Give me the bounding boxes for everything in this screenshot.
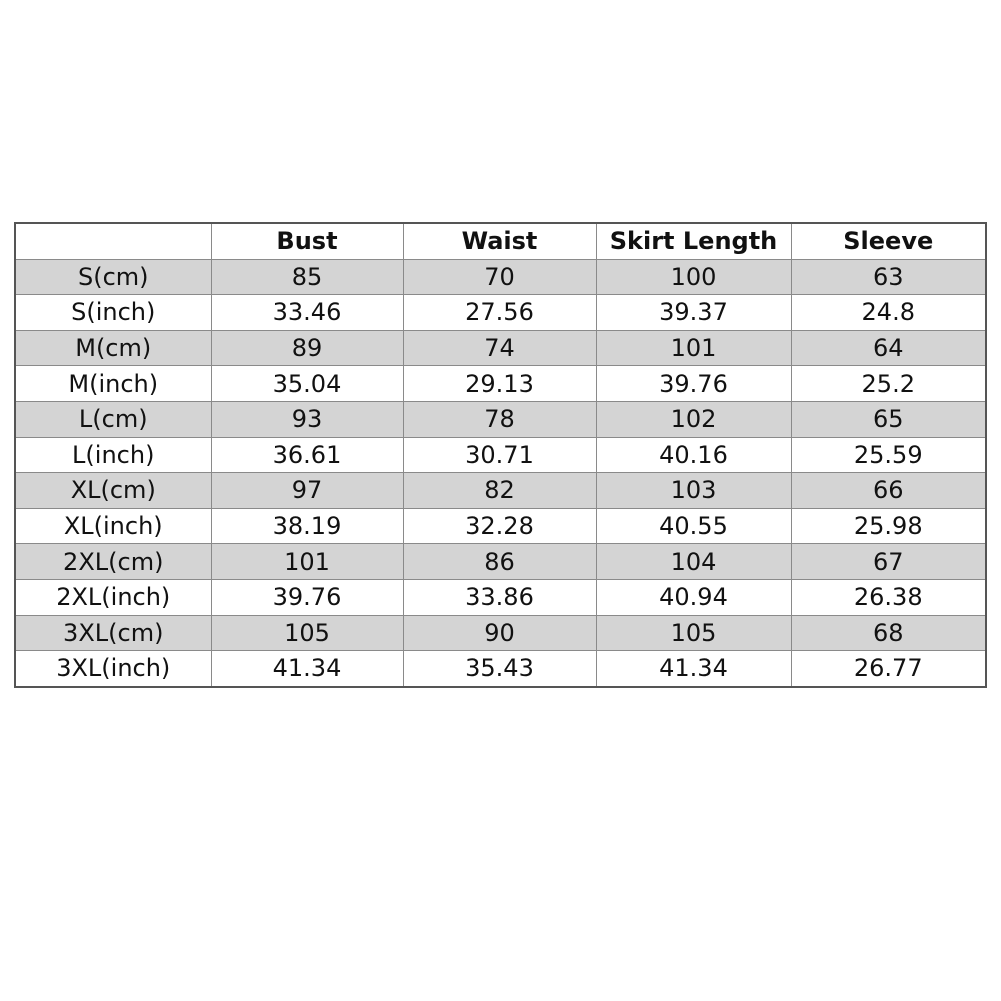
measurement-cell: 40.94 xyxy=(595,578,792,616)
measurement-cell: 101 xyxy=(595,329,792,367)
measurement-cell: 40.55 xyxy=(595,507,792,545)
size-label: L(cm) xyxy=(14,400,212,438)
table-row: 3XL(cm) 105 90 105 68 xyxy=(14,614,987,652)
measurement-cell: 26.77 xyxy=(790,650,987,688)
measurement-cell: 41.34 xyxy=(595,650,792,688)
measurement-cell: 101 xyxy=(210,543,404,580)
table-row: M(cm) 89 74 101 64 xyxy=(14,329,987,367)
measurement-cell: 30.71 xyxy=(402,436,597,474)
measurement-cell: 32.28 xyxy=(402,507,597,545)
measurement-cell: 68 xyxy=(790,614,987,652)
table-row: S(cm) 85 70 100 63 xyxy=(14,258,987,296)
measurement-cell: 105 xyxy=(595,614,792,652)
table-row: L(inch) 36.61 30.71 40.16 25.59 xyxy=(14,436,987,474)
measurement-cell: 39.76 xyxy=(210,578,404,616)
measurement-cell: 102 xyxy=(595,400,792,438)
measurement-cell: 38.19 xyxy=(210,507,404,545)
size-label: 3XL(inch) xyxy=(14,650,212,688)
size-label: M(cm) xyxy=(14,329,212,367)
measurement-cell: 78 xyxy=(402,400,597,438)
table-row: 2XL(cm) 101 86 104 67 xyxy=(14,543,987,580)
measurement-cell: 39.37 xyxy=(595,294,792,331)
measurement-cell: 65 xyxy=(790,400,987,438)
measurement-cell: 66 xyxy=(790,472,987,509)
measurement-cell: 64 xyxy=(790,329,987,367)
size-label: M(inch) xyxy=(14,365,212,402)
size-label: XL(inch) xyxy=(14,507,212,545)
measurement-cell: 86 xyxy=(402,543,597,580)
measurement-cell: 89 xyxy=(210,329,404,367)
measurement-cell: 90 xyxy=(402,614,597,652)
measurement-cell: 39.76 xyxy=(595,365,792,402)
column-header: Bust xyxy=(210,222,404,260)
table-row: XL(cm) 97 82 103 66 xyxy=(14,472,987,509)
measurement-cell: 74 xyxy=(402,329,597,367)
table-row: 2XL(inch) 39.76 33.86 40.94 26.38 xyxy=(14,578,987,616)
measurement-cell: 25.2 xyxy=(790,365,987,402)
measurement-cell: 27.56 xyxy=(402,294,597,331)
size-label: XL(cm) xyxy=(14,472,212,509)
size-label: 2XL(cm) xyxy=(14,543,212,580)
measurement-cell: 103 xyxy=(595,472,792,509)
measurement-cell: 41.34 xyxy=(210,650,404,688)
column-header: Skirt Length xyxy=(595,222,792,260)
size-chart-table: Bust Waist Skirt Length Sleeve S(cm) 85 70 100… xyxy=(14,222,987,688)
measurement-cell: 35.43 xyxy=(402,650,597,688)
column-header: Waist xyxy=(402,222,597,260)
size-label: S(cm) xyxy=(14,258,212,296)
measurement-cell: 24.8 xyxy=(790,294,987,331)
table-row: XL(inch) 38.19 32.28 40.55 25.98 xyxy=(14,507,987,545)
measurement-cell: 33.86 xyxy=(402,578,597,616)
measurement-cell: 36.61 xyxy=(210,436,404,474)
measurement-cell: 105 xyxy=(210,614,404,652)
measurement-cell: 25.98 xyxy=(790,507,987,545)
header-row: Bust Waist Skirt Length Sleeve xyxy=(14,222,987,260)
measurement-cell: 100 xyxy=(595,258,792,296)
column-header: Sleeve xyxy=(790,222,987,260)
table-row: 3XL(inch) 41.34 35.43 41.34 26.77 xyxy=(14,650,987,688)
size-label: 2XL(inch) xyxy=(14,578,212,616)
measurement-cell: 40.16 xyxy=(595,436,792,474)
table-row: S(inch) 33.46 27.56 39.37 24.8 xyxy=(14,294,987,331)
table-row: M(inch) 35.04 29.13 39.76 25.2 xyxy=(14,365,987,402)
measurement-cell: 26.38 xyxy=(790,578,987,616)
measurement-cell: 63 xyxy=(790,258,987,296)
measurement-cell: 82 xyxy=(402,472,597,509)
measurement-cell: 104 xyxy=(595,543,792,580)
measurement-cell: 67 xyxy=(790,543,987,580)
measurement-cell: 85 xyxy=(210,258,404,296)
size-label: 3XL(cm) xyxy=(14,614,212,652)
column-header xyxy=(14,222,212,260)
measurement-cell: 33.46 xyxy=(210,294,404,331)
table-row: L(cm) 93 78 102 65 xyxy=(14,400,987,438)
measurement-cell: 93 xyxy=(210,400,404,438)
size-label: L(inch) xyxy=(14,436,212,474)
measurement-cell: 29.13 xyxy=(402,365,597,402)
measurement-cell: 97 xyxy=(210,472,404,509)
measurement-cell: 35.04 xyxy=(210,365,404,402)
measurement-cell: 25.59 xyxy=(790,436,987,474)
measurement-cell: 70 xyxy=(402,258,597,296)
size-label: S(inch) xyxy=(14,294,212,331)
